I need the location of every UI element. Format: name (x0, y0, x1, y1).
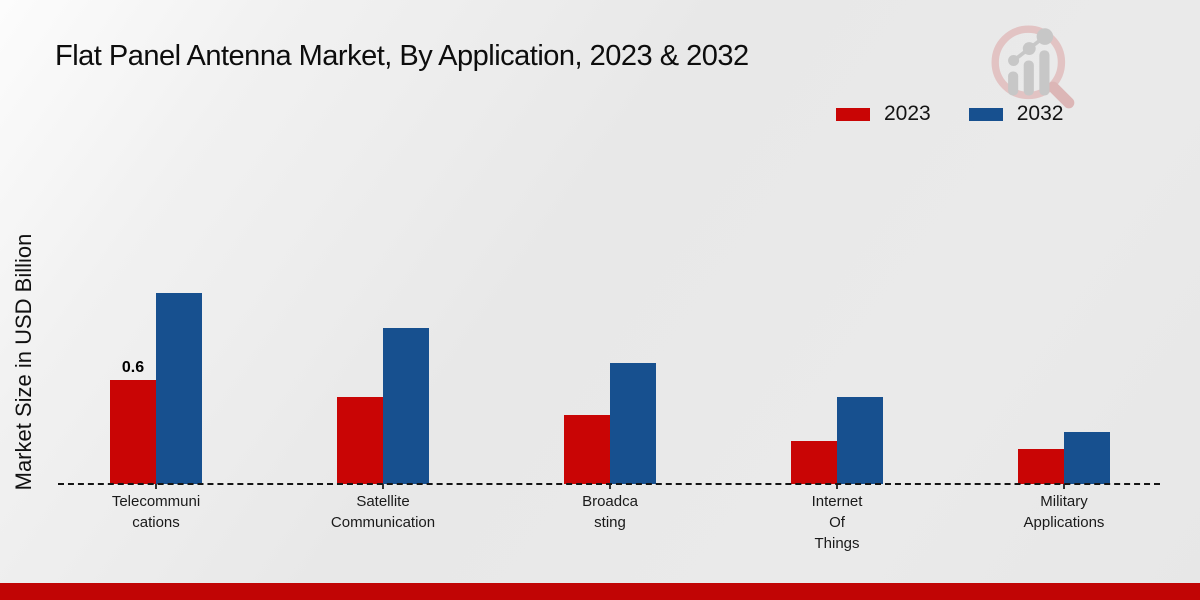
x-axis-tick (155, 484, 157, 489)
bar-2032-military-applications (1064, 432, 1110, 484)
x-axis-baseline (58, 483, 1160, 485)
category-label-military-applications: Military Applications (1023, 493, 1105, 531)
x-axis-tick (609, 484, 611, 489)
category-label-internet-of-things: Internet Of Things (811, 493, 863, 552)
chart-title: Flat Panel Antenna Market, By Applicatio… (55, 40, 749, 72)
bar-2032-broadcasting (610, 363, 656, 484)
legend-swatch-2023 (836, 107, 870, 121)
x-axis-tick (382, 484, 384, 489)
legend-swatch-2032 (968, 107, 1003, 121)
category-label-broadcasting: Broadca sting (582, 493, 638, 531)
legend: 2023 2032 (836, 102, 1063, 126)
footer-accent-band (0, 583, 1200, 600)
bar-2032-internet-of-things (837, 397, 883, 484)
bar-2023-satellite-communication (337, 397, 383, 484)
bar-2023-telecommunications (110, 380, 156, 484)
x-axis-tick (836, 484, 838, 489)
bar-2032-satellite-communication (383, 328, 429, 484)
bar-2023-broadcasting (564, 415, 610, 484)
x-axis-tick (1063, 484, 1065, 489)
magnifier-growth-chart-logo-icon (991, 25, 1075, 109)
legend-label-2032: 2032 (1016, 102, 1064, 125)
category-label-telecommunications: Telecommuni cations (111, 493, 201, 531)
bar-2032-telecommunications (156, 293, 202, 484)
bar-2023-military-applications (1018, 449, 1064, 484)
legend-label-2023: 2023 (884, 102, 931, 125)
y-axis-label: Market Size in USD Billion (11, 233, 36, 491)
bar-2023-internet-of-things (791, 441, 837, 484)
bar-value-label: 0.6 (121, 359, 145, 376)
category-label-satellite-communication: Satellite Communication (330, 493, 436, 531)
legend-item-2023: 2023 (836, 102, 931, 126)
legend-item-2032: 2032 (968, 102, 1064, 126)
